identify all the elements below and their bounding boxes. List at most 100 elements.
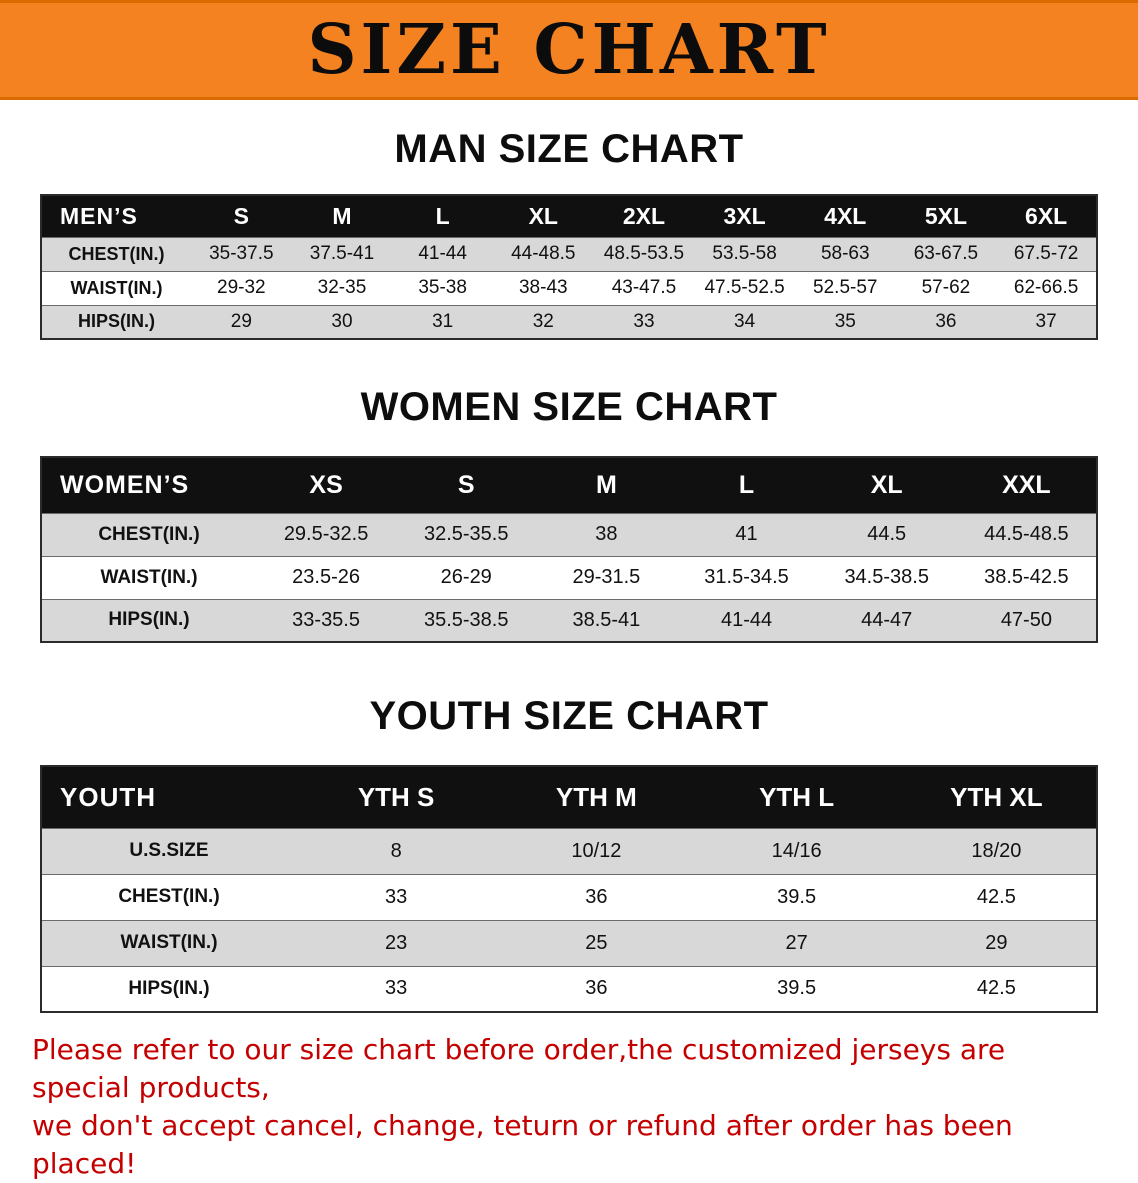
youth-row-0-cell-4: 18/20 — [971, 839, 1022, 862]
men-header-cell-0: MEN’S — [60, 202, 138, 229]
men-size-chart-section: MAN SIZE CHART MEN’S S M L XL 2XL 3XL 4XL 5XL 6XL C… — [0, 126, 1138, 340]
women-table-row-1: WAIST(IN.) 23.5-26 26-29 29-31.5 31.5-34.5 34… — [41, 556, 1097, 599]
men-row-2-cell-3: 31 — [432, 310, 454, 332]
youth-row-1-cell-1: 33 — [385, 885, 408, 908]
men-header-cell-4: XL — [528, 202, 558, 229]
women-row-1-cell-4: 31.5-34.5 — [704, 566, 789, 588]
men-row-1-cell-4: 38-43 — [518, 277, 568, 298]
men-row-2-cell-9: 37 — [1035, 310, 1057, 332]
youth-row-1-cell-3: 39.5 — [777, 885, 817, 908]
women-table-row-0: CHEST(IN.) 29.5-32.5 32.5-35.5 38 41 44.5 44.5… — [41, 513, 1097, 556]
men-row-0-cell-7: 58-63 — [820, 243, 870, 264]
youth-row-3-cell-1: 33 — [385, 977, 408, 1000]
men-row-1-cell-8: 57-62 — [921, 277, 971, 298]
youth-row-2-cell-0: WAIST(IN.) — [120, 932, 218, 953]
women-row-2-cell-6: 47-50 — [1000, 608, 1052, 631]
women-header-cell-3: M — [595, 470, 617, 499]
men-row-0-cell-6: 53.5-58 — [712, 243, 777, 264]
men-size-table: MEN’S S M L XL 2XL 3XL 4XL 5XL 6XL CHEST(IN.) 35-37… — [40, 194, 1098, 340]
youth-size-chart-section: YOUTH SIZE CHART YOUTH YTH S YTH M YTH L YTH … — [0, 693, 1138, 1013]
banner: SIZE CHART — [0, 0, 1138, 100]
men-row-2-cell-6: 34 — [734, 310, 756, 332]
youth-row-0-cell-3: 14/16 — [771, 839, 822, 862]
youth-table-row-0: U.S.SIZE 8 10/12 14/16 18/20 — [41, 828, 1097, 874]
men-row-1-cell-5: 43-47.5 — [611, 277, 677, 298]
women-table-head: WOMEN’S XS S M L XL XXL — [41, 457, 1097, 513]
men-row-0-cell-5: 48.5-53.5 — [603, 243, 685, 264]
men-row-1-cell-6: 47.5-52.5 — [704, 277, 785, 298]
footer-notice: Please refer to our size chart before or… — [0, 1031, 1138, 1183]
youth-header-cell-2: YTH M — [555, 781, 637, 812]
youth-table-head: YOUTH YTH S YTH M YTH L YTH XL — [41, 766, 1097, 828]
women-header-cell-6: XXL — [1002, 470, 1051, 499]
women-header-cell-5: XL — [870, 470, 903, 499]
youth-row-0-cell-0: U.S.SIZE — [129, 840, 209, 861]
chart-sections: MAN SIZE CHART MEN’S S M L XL 2XL 3XL 4XL 5XL 6XL C… — [0, 126, 1138, 1013]
men-row-0-cell-1: 35-37.5 — [209, 243, 274, 264]
men-header-cell-3: L — [435, 202, 450, 229]
youth-row-0-cell-1: 8 — [390, 839, 402, 862]
women-row-1-cell-2: 26-29 — [440, 566, 492, 588]
men-row-1-cell-2: 32-35 — [317, 277, 367, 298]
youth-row-2-cell-4: 29 — [985, 931, 1008, 954]
men-section-heading: MAN SIZE CHART — [394, 127, 744, 171]
men-table-head: MEN’S S M L XL 2XL 3XL 4XL 5XL 6XL — [41, 195, 1097, 237]
men-header-row: MEN’S S M L XL 2XL 3XL 4XL 5XL 6XL — [41, 195, 1097, 237]
youth-row-2-cell-3: 27 — [785, 931, 808, 954]
men-row-1-cell-9: 62-66.5 — [1013, 277, 1079, 298]
men-row-0-cell-8: 63-67.5 — [913, 243, 979, 264]
women-row-0-cell-2: 32.5-35.5 — [423, 523, 509, 545]
women-row-2-cell-0: HIPS(IN.) — [108, 609, 190, 631]
notice-line-1: Please refer to our size chart before or… — [32, 1033, 1006, 1104]
youth-header-cell-1: YTH S — [357, 781, 435, 812]
youth-size-table: YOUTH YTH S YTH M YTH L YTH XL U.S.SIZE 8 10/12… — [40, 765, 1098, 1013]
youth-header-cell-3: YTH L — [759, 781, 835, 812]
youth-header-cell-4: YTH XL — [950, 781, 1043, 812]
women-section-heading: WOMEN SIZE CHART — [360, 385, 778, 429]
youth-row-2-cell-1: 23 — [385, 931, 408, 954]
men-header-cell-2: M — [332, 202, 352, 229]
youth-row-3-cell-3: 39.5 — [777, 977, 817, 1000]
youth-table-body: U.S.SIZE 8 10/12 14/16 18/20 CHEST(IN.) 33 36 39… — [41, 828, 1097, 1012]
women-row-0-cell-1: 29.5-32.5 — [283, 523, 369, 545]
men-row-2-cell-5: 33 — [633, 310, 655, 332]
women-header-row: WOMEN’S XS S M L XL XXL — [41, 457, 1097, 513]
youth-row-1-cell-4: 42.5 — [976, 885, 1016, 908]
men-table-body: CHEST(IN.) 35-37.5 37.5-41 41-44 44-48.5 48.5… — [41, 237, 1097, 339]
men-row-1-cell-1: 29-32 — [217, 277, 266, 298]
men-header-cell-1: S — [233, 202, 249, 229]
youth-row-3-cell-4: 42.5 — [976, 977, 1016, 1000]
youth-row-3-cell-2: 36 — [585, 977, 608, 1000]
women-row-2-cell-5: 44-47 — [861, 608, 913, 631]
men-table-row-0: CHEST(IN.) 35-37.5 37.5-41 41-44 44-48.5 48.5… — [41, 237, 1097, 271]
men-row-0-cell-9: 67.5-72 — [1013, 243, 1079, 264]
women-row-0-cell-3: 38 — [595, 523, 618, 545]
men-header-cell-8: 5XL — [924, 202, 968, 229]
women-size-chart-section: WOMEN SIZE CHART WOMEN’S XS S M L XL XXL CHEST(I… — [0, 384, 1138, 643]
men-row-2-cell-4: 32 — [532, 310, 554, 332]
women-header-cell-1: XS — [309, 470, 343, 499]
women-row-1-cell-0: WAIST(IN.) — [100, 566, 198, 588]
page-title: SIZE CHART — [307, 10, 831, 90]
youth-row-1-cell-2: 36 — [585, 885, 608, 908]
women-table-body: CHEST(IN.) 29.5-32.5 32.5-35.5 38 41 44.5 44.5… — [41, 513, 1097, 642]
women-row-1-cell-6: 38.5-42.5 — [984, 566, 1069, 588]
men-row-0-cell-4: 44-48.5 — [511, 243, 576, 264]
men-header-cell-7: 4XL — [824, 202, 867, 229]
youth-row-1-cell-0: CHEST(IN.) — [118, 886, 220, 907]
men-header-cell-9: 6XL — [1025, 202, 1068, 229]
women-row-1-cell-1: 23.5-26 — [292, 566, 360, 588]
women-row-2-cell-1: 33-35.5 — [292, 608, 360, 631]
women-row-0-cell-4: 41 — [735, 523, 758, 545]
women-header-cell-4: L — [738, 470, 755, 499]
women-row-1-cell-5: 34.5-38.5 — [844, 566, 929, 588]
men-row-2-cell-2: 30 — [331, 310, 353, 332]
women-row-0-cell-0: CHEST(IN.) — [98, 523, 200, 545]
women-header-cell-0: WOMEN’S — [60, 470, 190, 499]
men-row-2-cell-0: HIPS(IN.) — [77, 311, 155, 332]
women-row-2-cell-3: 38.5-41 — [572, 608, 641, 631]
youth-row-0-cell-2: 10/12 — [571, 839, 622, 862]
men-row-1-cell-0: WAIST(IN.) — [70, 277, 163, 298]
men-header-cell-5: 2XL — [622, 202, 666, 229]
